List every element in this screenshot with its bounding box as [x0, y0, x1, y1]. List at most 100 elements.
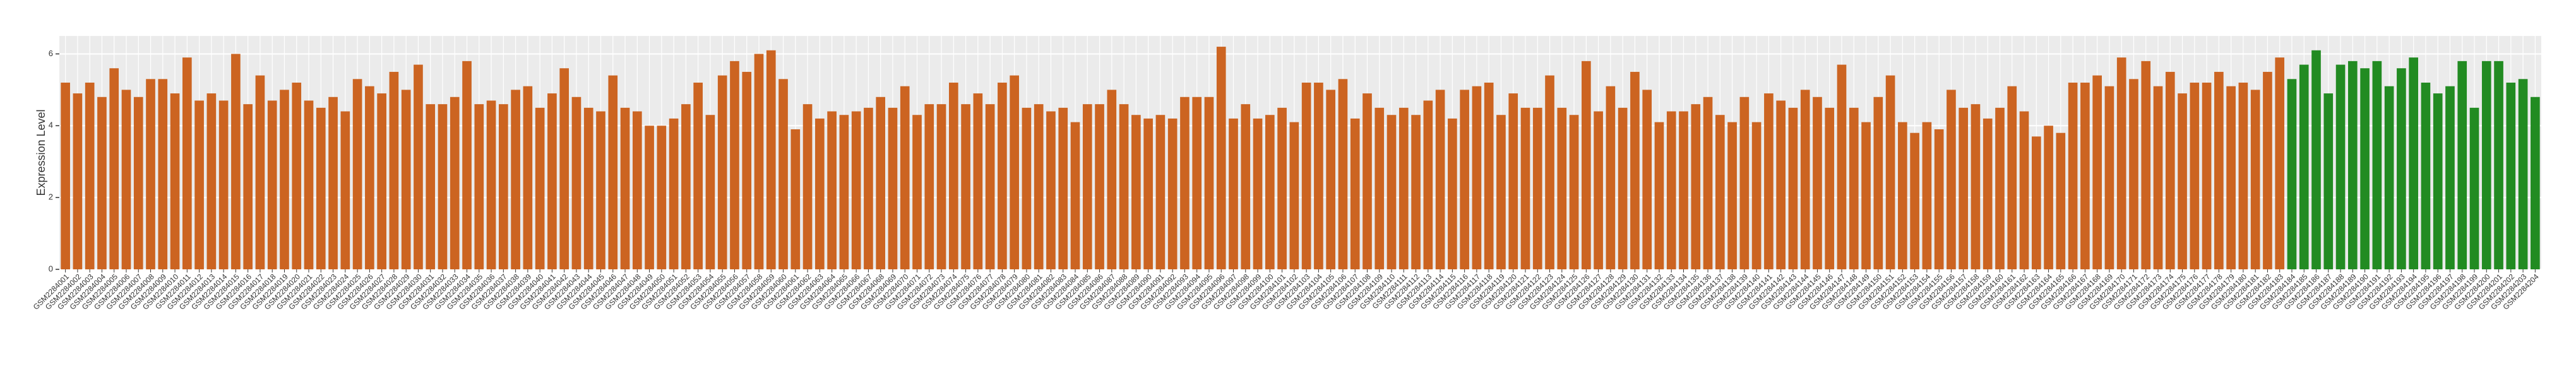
bar	[1484, 83, 1494, 269]
bar	[839, 115, 849, 269]
bar	[2372, 61, 2382, 269]
bar	[1837, 64, 1847, 270]
bar	[1885, 75, 1895, 269]
bar	[827, 111, 837, 269]
bar	[1666, 111, 1676, 269]
bar	[231, 54, 241, 269]
bar	[1204, 97, 1214, 269]
bar	[158, 79, 168, 270]
bar	[426, 104, 436, 269]
bar	[280, 90, 289, 269]
bar	[401, 90, 411, 269]
bar	[1386, 115, 1397, 269]
bar	[1046, 111, 1056, 269]
bar	[523, 86, 533, 269]
bar	[1460, 90, 1469, 269]
bar	[2421, 83, 2431, 269]
bar	[1363, 93, 1372, 270]
bar	[2433, 93, 2443, 270]
bar	[61, 83, 70, 269]
bar	[864, 107, 873, 269]
bar	[1569, 115, 1579, 269]
bar	[2116, 57, 2126, 270]
bar	[2031, 136, 2041, 269]
bar	[1776, 100, 1786, 269]
bar	[730, 61, 739, 269]
bar	[2494, 61, 2503, 269]
bar	[243, 104, 253, 269]
bar	[1971, 104, 1981, 269]
bar	[1849, 107, 1859, 269]
bar	[1253, 118, 1263, 269]
y-axis-label: Expression Level	[35, 109, 47, 196]
bar	[1143, 118, 1153, 269]
bar	[1679, 111, 1688, 269]
bar	[1398, 107, 1409, 269]
bar	[1192, 97, 1202, 269]
bar	[547, 93, 557, 270]
bar	[2299, 64, 2309, 270]
bar	[1496, 115, 1506, 269]
bar	[1180, 97, 1190, 269]
bar	[352, 79, 362, 270]
bar	[608, 75, 618, 269]
bar	[2080, 83, 2090, 269]
bar	[1301, 83, 1311, 269]
bar	[365, 86, 374, 269]
bar	[2287, 79, 2297, 270]
bar	[1959, 107, 1969, 269]
bar	[1216, 47, 1226, 270]
bar	[170, 93, 180, 270]
bar	[1813, 97, 1822, 269]
bar	[778, 79, 788, 270]
bar	[1751, 122, 1762, 269]
bar	[693, 83, 703, 269]
bar	[2238, 83, 2248, 269]
bar	[2457, 61, 2467, 269]
bar	[1606, 86, 1616, 269]
bar	[1983, 118, 1993, 269]
bar	[1448, 118, 1457, 269]
bar	[900, 86, 910, 269]
bar	[1095, 104, 1104, 269]
bar	[681, 104, 691, 269]
bar	[1557, 107, 1567, 269]
bar	[1229, 118, 1238, 269]
bar	[802, 104, 813, 269]
bar	[2250, 90, 2260, 269]
bar	[815, 118, 825, 269]
bar	[1873, 97, 1883, 269]
bar	[121, 90, 131, 269]
bar	[2531, 97, 2540, 269]
bar	[1119, 104, 1129, 269]
bar	[1508, 93, 1518, 270]
bar	[194, 100, 204, 269]
bar	[1058, 107, 1068, 269]
bar	[304, 100, 314, 269]
bar	[2056, 132, 2066, 269]
bar	[2068, 83, 2078, 269]
y-tick-label: 4	[49, 120, 53, 130]
bar	[1082, 104, 1092, 269]
bar	[1764, 93, 1774, 270]
bar	[936, 104, 946, 269]
bar	[1374, 107, 1385, 269]
bar	[1520, 107, 1530, 269]
bar	[2129, 79, 2138, 270]
bar	[499, 104, 508, 269]
bar	[1326, 90, 1335, 269]
bar	[705, 115, 715, 269]
bar	[2518, 79, 2528, 270]
bar	[2335, 64, 2346, 270]
y-tick-label: 2	[49, 192, 53, 202]
bar	[1630, 71, 1640, 269]
bar	[2347, 61, 2358, 269]
bar	[961, 104, 970, 269]
bar	[1922, 122, 1932, 269]
bar	[1594, 111, 1603, 269]
bar	[1022, 107, 1032, 269]
bar	[450, 97, 460, 269]
bar	[669, 118, 679, 269]
bar	[924, 104, 934, 269]
